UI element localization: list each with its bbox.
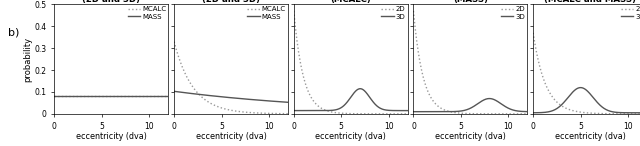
Legend: 2D, 3D: 2D, 3D bbox=[381, 6, 406, 20]
Legend: MCALC, MASS: MCALC, MASS bbox=[246, 6, 287, 20]
X-axis label: eccentricity (dva): eccentricity (dva) bbox=[76, 132, 147, 141]
Y-axis label: probability: probability bbox=[23, 36, 32, 82]
Title: Avg. d'
(2D and 3D): Avg. d' (2D and 3D) bbox=[83, 0, 140, 4]
Title: ET Closest-fix
(MCALC): ET Closest-fix (MCALC) bbox=[317, 0, 384, 4]
X-axis label: eccentricity (dva): eccentricity (dva) bbox=[316, 132, 386, 141]
Legend: 2D, 3D: 2D, 3D bbox=[620, 6, 640, 20]
X-axis label: eccentricity (dva): eccentricity (dva) bbox=[555, 132, 625, 141]
Legend: 2D, 3D: 2D, 3D bbox=[500, 6, 526, 20]
Title: Time Closest-fix
(MCALC and MASS): Time Closest-fix (MCALC and MASS) bbox=[544, 0, 636, 4]
X-axis label: eccentricity (dva): eccentricity (dva) bbox=[196, 132, 266, 141]
Title: d'-weighted (FCHO)
(2D and 3D): d'-weighted (FCHO) (2D and 3D) bbox=[184, 0, 278, 4]
Title: ET Closest-fix
(MASS): ET Closest-fix (MASS) bbox=[437, 0, 504, 4]
Legend: MCALC, MASS: MCALC, MASS bbox=[127, 6, 167, 20]
X-axis label: eccentricity (dva): eccentricity (dva) bbox=[435, 132, 506, 141]
Text: b): b) bbox=[8, 27, 20, 37]
